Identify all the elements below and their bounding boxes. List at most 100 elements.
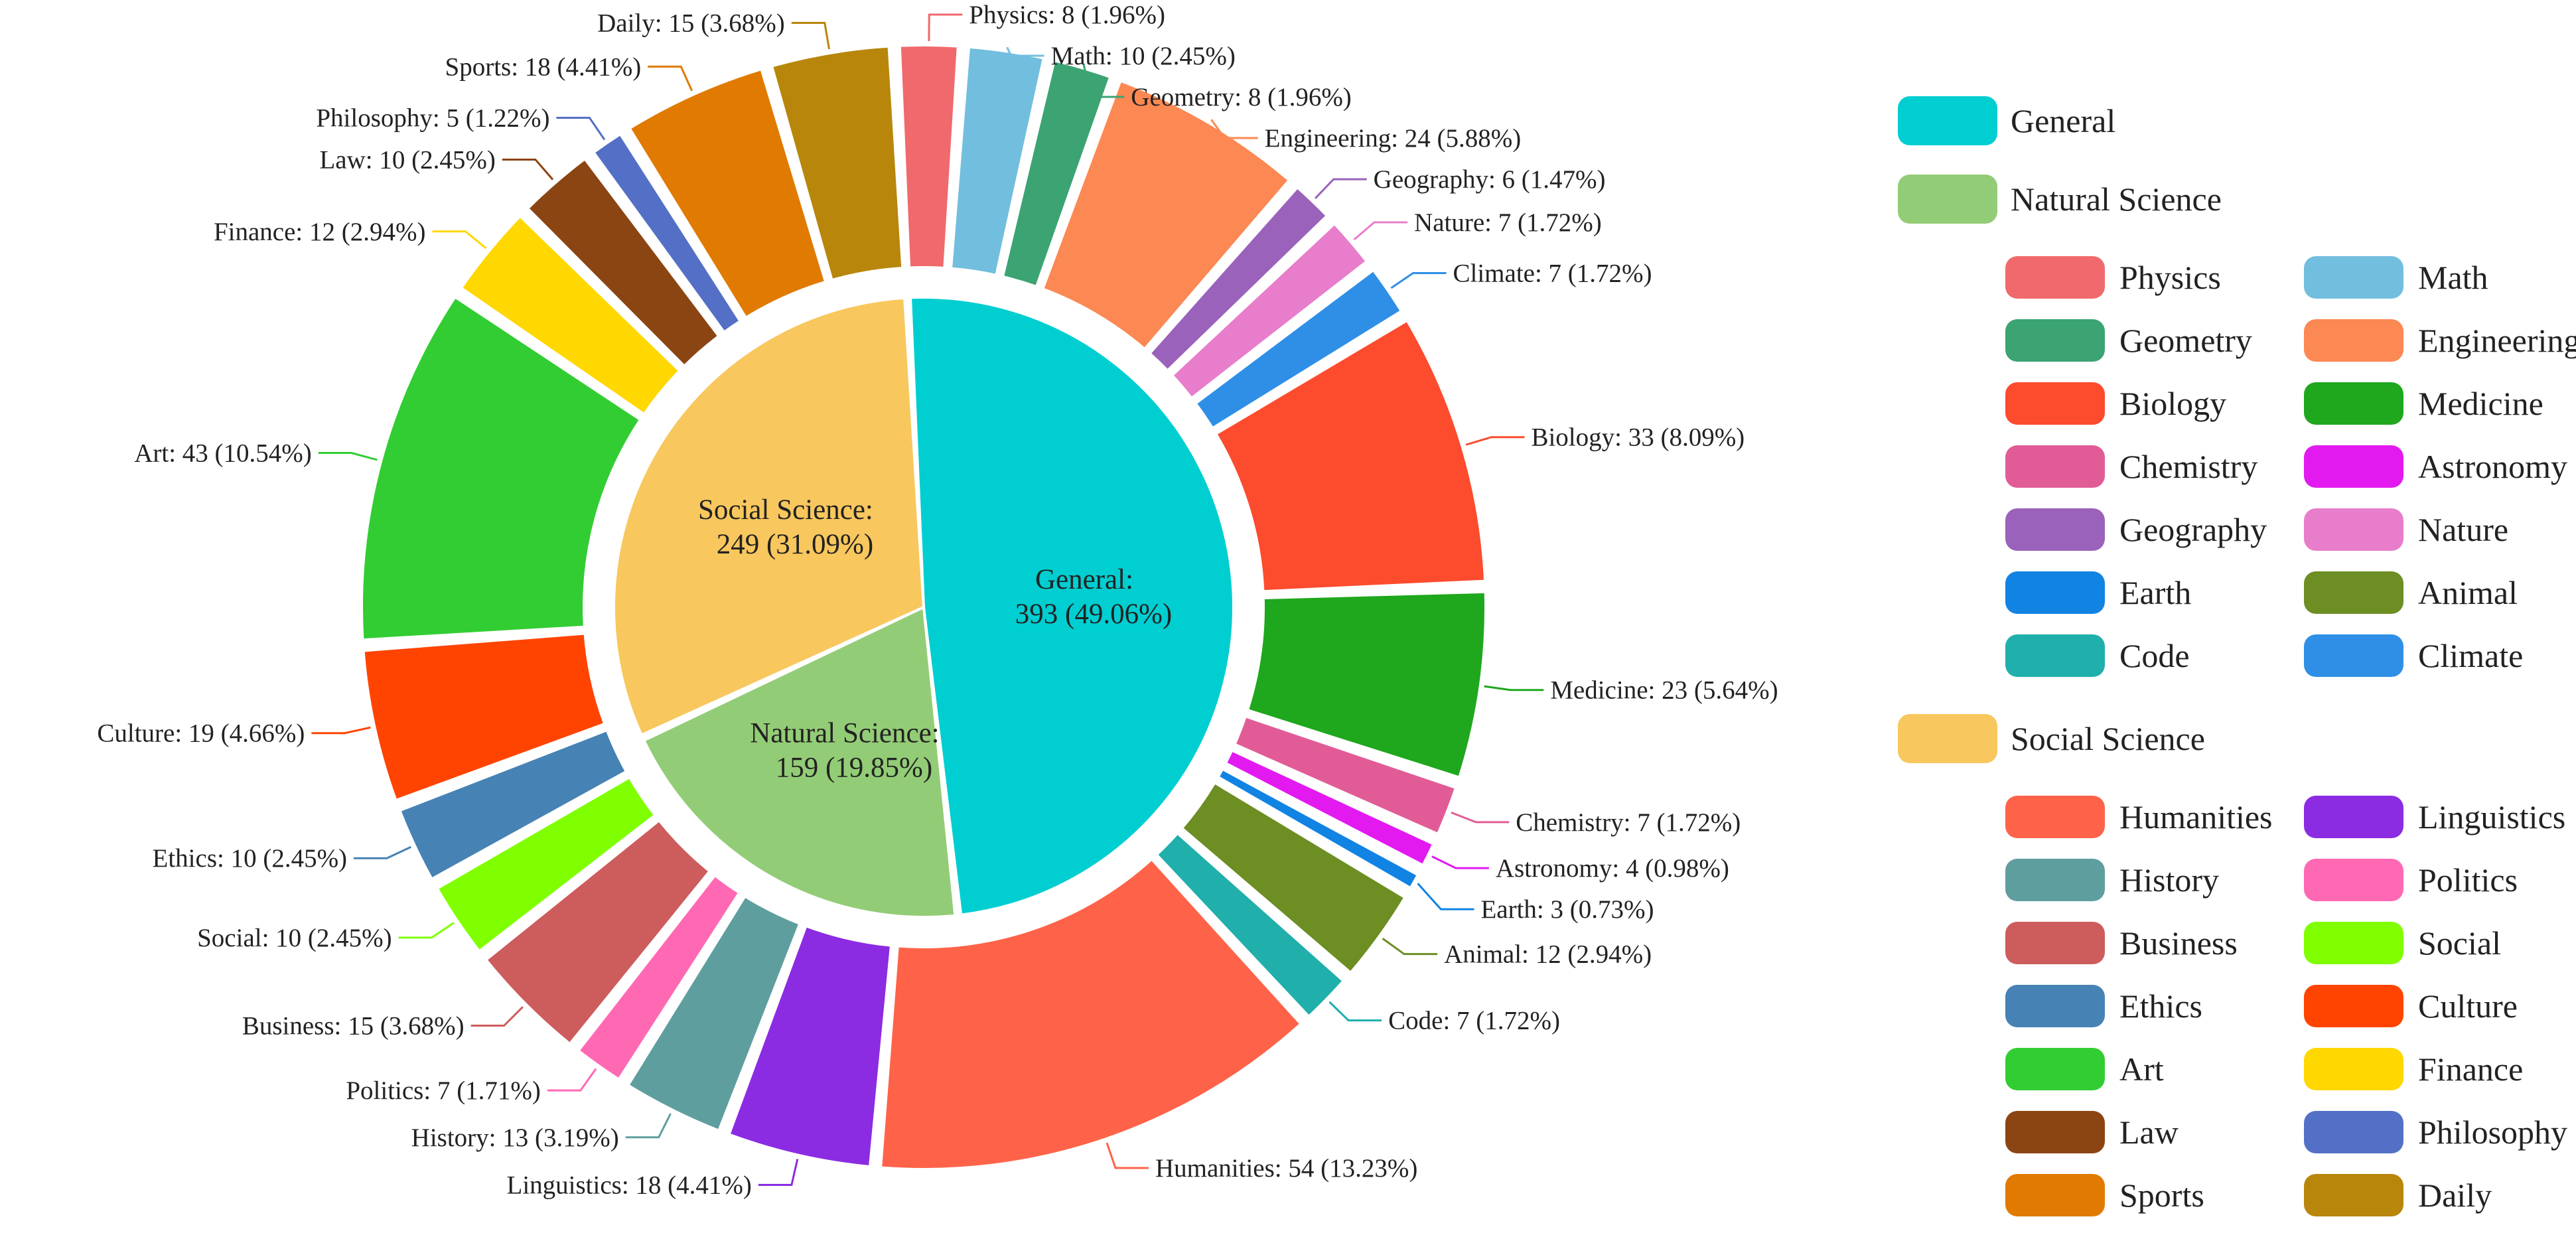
- inner-label-natural-science: Natural Science: 159 (19.85%): [750, 718, 939, 784]
- inner-slice-general: [908, 296, 1236, 916]
- outer-slice-social: [435, 775, 657, 954]
- outer-label-geography: Geography: 6 (1.47%): [1374, 165, 1606, 194]
- legend-label-math: Math: [2418, 259, 2488, 296]
- legend-swatch-climate: [2304, 634, 2403, 677]
- outer-slice-medicine: [1246, 590, 1487, 779]
- leader-line-physics: [928, 13, 963, 42]
- legend-swatch-sports: [2005, 1174, 2105, 1216]
- legend-label-climate: Climate: [2418, 637, 2523, 674]
- legend-swatch-medicine: [2304, 382, 2403, 425]
- legend-label-chemistry: Chemistry: [2119, 448, 2257, 485]
- outer-slice-humanities: [879, 857, 1303, 1171]
- outer-label-animal: Animal: 12 (2.94%): [1444, 940, 1652, 969]
- legend-swatch-geography: [2005, 508, 2105, 551]
- outer-ring: [360, 44, 1487, 1171]
- outer-slice-physics: [898, 44, 960, 270]
- legend-label-history: History: [2119, 861, 2219, 899]
- outer-labels: Physics: 8 (1.96%) Math: 10 (2.45%) Geomet…: [97, 1, 1778, 1199]
- leader-line-history: [625, 1113, 672, 1139]
- legend-label-earth: Earth: [2119, 574, 2191, 611]
- outer-slice-culture: [362, 632, 607, 802]
- legend-swatch-social-science: [1898, 714, 1997, 763]
- outer-label-engineering: Engineering: 24 (5.88%): [1265, 124, 1522, 153]
- outer-label-astronomy: Astronomy: 4 (0.98%): [1496, 854, 1729, 883]
- legend-label-code: Code: [2119, 637, 2190, 674]
- legend-swatch-earth: [2005, 571, 2105, 614]
- legend-swatch-politics: [2304, 859, 2403, 901]
- outer-slice-engineering: [1040, 79, 1291, 351]
- outer-slice-law: [526, 157, 721, 368]
- legend-swatch-business: [2005, 922, 2105, 964]
- legend-swatch-culture: [2304, 985, 2403, 1027]
- outer-label-medicine: Medicine: 23 (5.64%): [1550, 676, 1778, 705]
- outer-slice-finance: [459, 214, 682, 416]
- outer-label-nature: Nature: 7 (1.72%): [1414, 208, 1602, 237]
- legend-swatch-nature: [2304, 508, 2403, 551]
- outer-label-ethics: Ethics: 10 (2.45%): [153, 844, 348, 873]
- legend-swatch-general: [1898, 96, 1997, 145]
- legend-swatch-linguistics: [2304, 796, 2403, 838]
- outer-slice-earth: [1216, 767, 1420, 890]
- legend-label-social: Social: [2418, 924, 2501, 962]
- legend-swatch-physics: [2005, 256, 2105, 299]
- legend: General Natural Science Physics Math Geometr…: [1898, 96, 2576, 1216]
- outer-label-linguistics: Linguistics: 18 (4.41%): [507, 1171, 752, 1200]
- legend-swatch-law: [2005, 1111, 2105, 1153]
- leader-line-philosophy: [556, 117, 606, 141]
- outer-label-culture: Culture: 19 (4.66%): [97, 719, 305, 748]
- leader-line-math: [1006, 46, 1044, 57]
- leader-line-business: [470, 1006, 524, 1027]
- leader-line-geometry: [1082, 64, 1125, 98]
- legend-label-sports: Sports: [2119, 1177, 2204, 1214]
- inner-label-social-science: Social Science: 249 (31.09%): [698, 494, 873, 560]
- legend-label-social-science: Social Science: [2011, 720, 2205, 757]
- legend-swatch-code: [2005, 634, 2105, 677]
- legend-label-art: Art: [2119, 1051, 2164, 1088]
- legend-label-engineering: Engineering: [2418, 322, 2576, 359]
- outer-label-philosophy: Philosophy: 5 (1.22%): [316, 104, 549, 133]
- outer-label-politics: Politics: 7 (1.71%): [346, 1076, 541, 1105]
- legend-label-astronomy: Astronomy: [2418, 448, 2567, 485]
- legend-swatch-math: [2304, 256, 2403, 299]
- outer-label-history: History: 13 (3.19%): [411, 1124, 619, 1152]
- outer-slice-sports: [627, 67, 827, 320]
- outer-slice-ethics: [397, 728, 628, 881]
- leader-line-politics: [547, 1068, 597, 1092]
- leader-line-climate: [1390, 271, 1447, 289]
- outer-slice-nature: [1170, 222, 1369, 400]
- outer-slice-climate: [1193, 268, 1403, 431]
- legend-swatch-humanities: [2005, 796, 2105, 838]
- outer-label-biology: Biology: 33 (8.09%): [1531, 423, 1745, 452]
- legend-label-daily: Daily: [2418, 1177, 2492, 1214]
- legend-label-animal: Animal: [2418, 574, 2518, 611]
- outer-label-code: Code: 7 (1.72%): [1388, 1007, 1560, 1035]
- inner-label-general: General: 393 (49.06%): [1015, 564, 1172, 630]
- outer-label-physics: Physics: 8 (1.96%): [969, 1, 1165, 29]
- legend-label-physics: Physics: [2119, 259, 2221, 296]
- inner-slice-social-science: [612, 296, 926, 737]
- legend-swatch-biology: [2005, 382, 2105, 425]
- outer-slice-animal: [1180, 780, 1407, 975]
- outer-slice-math: [949, 45, 1046, 277]
- legend-swatch-animal: [2304, 571, 2403, 614]
- legend-swatch-daily: [2304, 1174, 2403, 1216]
- leader-line-code: [1328, 1001, 1382, 1022]
- outer-slice-history: [626, 894, 802, 1133]
- leader-line-art: [318, 452, 378, 461]
- leader-line-sports: [648, 65, 693, 92]
- outer-label-daily: Daily: 15 (3.68%): [597, 9, 785, 38]
- legend-swatch-engineering: [2304, 319, 2403, 362]
- leader-line-humanities: [1106, 1142, 1149, 1169]
- legend-swatch-ethics: [2005, 985, 2105, 1027]
- outer-label-social: Social: 10 (2.45%): [197, 924, 392, 952]
- outer-slice-daily: [770, 44, 904, 282]
- inner-labels: General: 393 (49.06%) Natural Science: 159 …: [698, 494, 1172, 784]
- legend-swatch-art: [2005, 1048, 2105, 1090]
- legend-label-linguistics: Linguistics: [2418, 798, 2565, 836]
- legend-swatch-geometry: [2005, 319, 2105, 362]
- outer-slice-code: [1155, 831, 1346, 1019]
- leader-line-culture: [311, 726, 371, 735]
- outer-slice-biology: [1214, 319, 1487, 593]
- outer-label-earth: Earth: 3 (0.73%): [1480, 895, 1654, 924]
